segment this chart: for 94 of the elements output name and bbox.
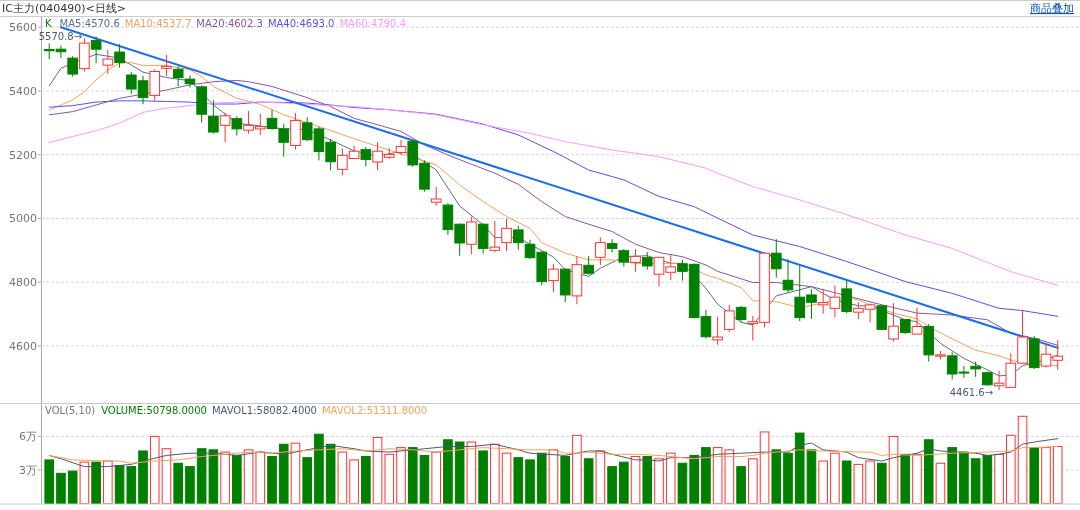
bar: [419, 454, 430, 504]
bar: [290, 442, 301, 504]
bar: [525, 459, 535, 504]
bar: [466, 441, 477, 504]
bar: [818, 460, 828, 504]
bar: [748, 458, 758, 504]
bar: [1006, 434, 1016, 504]
bar: [947, 447, 957, 504]
bar: [783, 452, 793, 504]
bar: [830, 452, 840, 504]
y-tick-label: 5000: [9, 212, 37, 226]
bar: [478, 450, 488, 504]
bar: [1017, 415, 1028, 504]
text: K: [45, 18, 52, 29]
chart-title: IC主力(040490)<日线>: [2, 2, 126, 15]
bar: [853, 463, 864, 504]
y-tick-label: 5400: [9, 84, 37, 98]
bar: [1052, 445, 1063, 504]
bar: [44, 459, 55, 504]
bar: [314, 433, 324, 504]
bar: [736, 466, 746, 504]
bar: [361, 456, 371, 504]
bar: [1029, 447, 1040, 504]
bar: [407, 447, 418, 504]
bar: [900, 453, 911, 504]
bar: [536, 452, 547, 504]
text: MA10:4537.7: [124, 18, 192, 29]
bar: [607, 466, 617, 504]
bar: [185, 466, 195, 504]
bar: [349, 459, 359, 504]
bar: [173, 462, 184, 504]
bar: [220, 451, 230, 504]
text: MAVOL2:51311.8000: [321, 405, 428, 416]
bar: [232, 454, 242, 504]
text: MA40:4693.0: [267, 18, 335, 29]
bar: [325, 443, 336, 504]
y-tick-label: 5200: [9, 148, 37, 162]
chart-title: VOL(5,10): [45, 405, 96, 416]
bar: [149, 435, 160, 504]
line-series: [48, 445, 1059, 464]
text: 商品叠加: [1030, 2, 1074, 15]
bar: [91, 461, 101, 504]
annotation: 4461.6→: [949, 387, 994, 399]
bar: [431, 451, 441, 504]
y-tick-label: 6万: [19, 430, 37, 444]
bar: [560, 456, 570, 504]
bar: [759, 431, 770, 504]
bar: [841, 460, 852, 504]
bar: [337, 451, 348, 504]
bar: [267, 456, 277, 504]
bar: [677, 462, 688, 504]
bar: [443, 439, 453, 504]
bar: [665, 452, 676, 504]
annotation: 5570.8→: [38, 30, 83, 42]
bar: [595, 450, 606, 504]
bar: [278, 443, 289, 504]
text: VOLUME:50798.0000: [101, 405, 207, 416]
bar: [630, 456, 641, 504]
bar: [454, 441, 465, 504]
bar: [771, 449, 782, 504]
bar: [501, 452, 512, 504]
bar: [689, 454, 699, 504]
bar: [103, 460, 113, 504]
bar: [865, 460, 875, 504]
bar: [396, 447, 406, 504]
bar: [888, 435, 899, 504]
y-tick-label: 4600: [9, 339, 37, 353]
bar: [56, 472, 66, 504]
bar: [67, 470, 78, 504]
bar: [642, 456, 653, 504]
bar: [923, 439, 934, 504]
text: MAVOL1:58082.4000: [211, 405, 317, 416]
text: MA20:4602.3: [196, 18, 263, 29]
y-tick-label: 4800: [9, 276, 37, 290]
bar: [654, 458, 664, 504]
bar: [1041, 447, 1051, 504]
bar: [138, 450, 148, 504]
bar: [572, 434, 582, 504]
bar: [959, 451, 969, 504]
bar: [877, 462, 887, 504]
y-tick-label: 3万: [19, 463, 37, 477]
bar: [490, 443, 500, 504]
bar: [912, 453, 922, 504]
text: MA60:4790.4: [339, 18, 407, 29]
bar: [935, 462, 946, 504]
bar: [583, 458, 594, 504]
text: MA5:4570.6: [59, 18, 120, 29]
bar: [619, 461, 629, 504]
bar: [302, 457, 313, 504]
bar: [994, 453, 1004, 504]
bar: [79, 461, 90, 504]
bar: [701, 447, 711, 504]
bar: [513, 457, 524, 504]
y-tick-label: 5600: [9, 21, 37, 35]
